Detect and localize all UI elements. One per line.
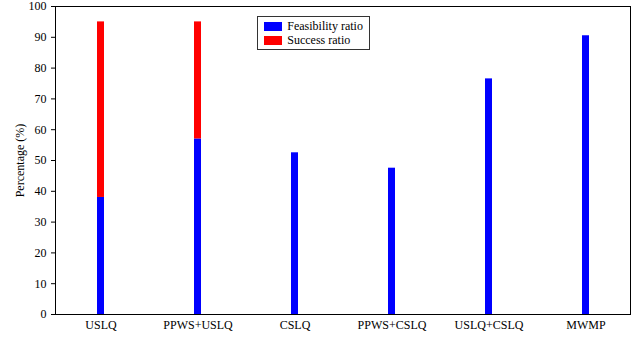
html-text:Feasibility ratio: Feasibility ratio [287, 19, 363, 33]
svg-text:20: 20 [35, 246, 47, 260]
svg-text:100: 100 [29, 0, 47, 13]
svg-text:60: 60 [35, 123, 47, 137]
svg-text:USLQ+CSLQ: USLQ+CSLQ [455, 318, 524, 332]
svg-text:80: 80 [35, 61, 47, 75]
svg-text:50: 50 [35, 153, 47, 167]
svg-text:40: 40 [35, 184, 47, 198]
svg-text:70: 70 [35, 92, 47, 106]
svg-text:PPWS+USLQ: PPWS+USLQ [163, 318, 233, 332]
svg-text:Percentage (%): Percentage (%) [13, 124, 27, 198]
svg-text:MWMP: MWMP [566, 318, 606, 332]
svg-text:PPWS+CSLQ: PPWS+CSLQ [358, 318, 427, 332]
svg-text:USLQ: USLQ [85, 318, 117, 332]
svg-text:90: 90 [35, 30, 47, 44]
svg-text:CSLQ: CSLQ [280, 318, 311, 332]
svg-text:0: 0 [41, 307, 47, 321]
html-text:Success ratio: Success ratio [287, 33, 351, 47]
svg-text:10: 10 [35, 277, 47, 291]
svg-text:30: 30 [35, 215, 47, 229]
